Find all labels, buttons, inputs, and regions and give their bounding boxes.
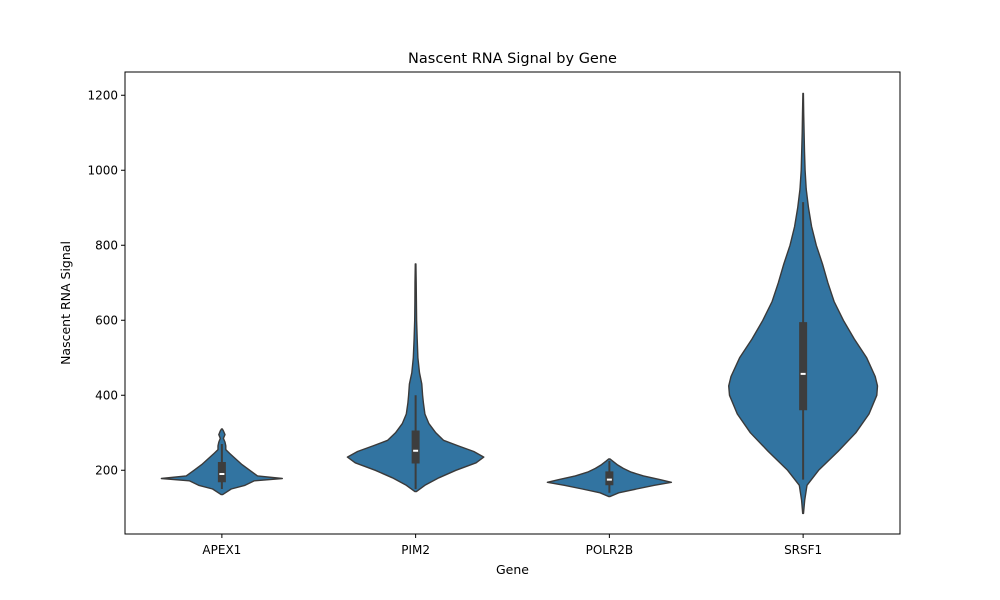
y-tick-label: 600 (95, 313, 118, 327)
x-axis-label: Gene (496, 562, 529, 577)
violin-apex1 (160, 428, 283, 496)
x-axis: APEX1 PIM2 POLR2B SRSF1 (202, 534, 822, 557)
plot-area (160, 92, 879, 515)
violin-iqr-box (799, 322, 808, 411)
violin-pim2 (346, 263, 485, 493)
x-tick-label: PIM2 (401, 543, 430, 557)
violin-body (346, 263, 485, 493)
x-tick-label: SRSF1 (784, 543, 822, 557)
plot-frame (124, 71, 901, 535)
violin-srsf1 (728, 92, 879, 515)
chart-title: Nascent RNA Signal by Gene (408, 51, 617, 67)
y-tick-label: 1000 (87, 163, 118, 177)
y-tick-label: 800 (95, 238, 118, 252)
y-tick-label: 200 (95, 463, 118, 477)
y-axis: 200 400 600 800 1000 1200 (87, 88, 125, 477)
violin-polr2b (546, 458, 673, 498)
x-tick-label: APEX1 (202, 543, 241, 557)
y-axis-label: Nascent RNA Signal (58, 241, 73, 365)
y-tick-label: 1200 (87, 88, 118, 102)
violin-iqr-box (217, 462, 226, 483)
x-tick-label: POLR2B (586, 543, 634, 557)
violin-iqr-box (411, 430, 420, 464)
violin-iqr-box (605, 471, 614, 486)
y-tick-label: 400 (95, 388, 118, 402)
